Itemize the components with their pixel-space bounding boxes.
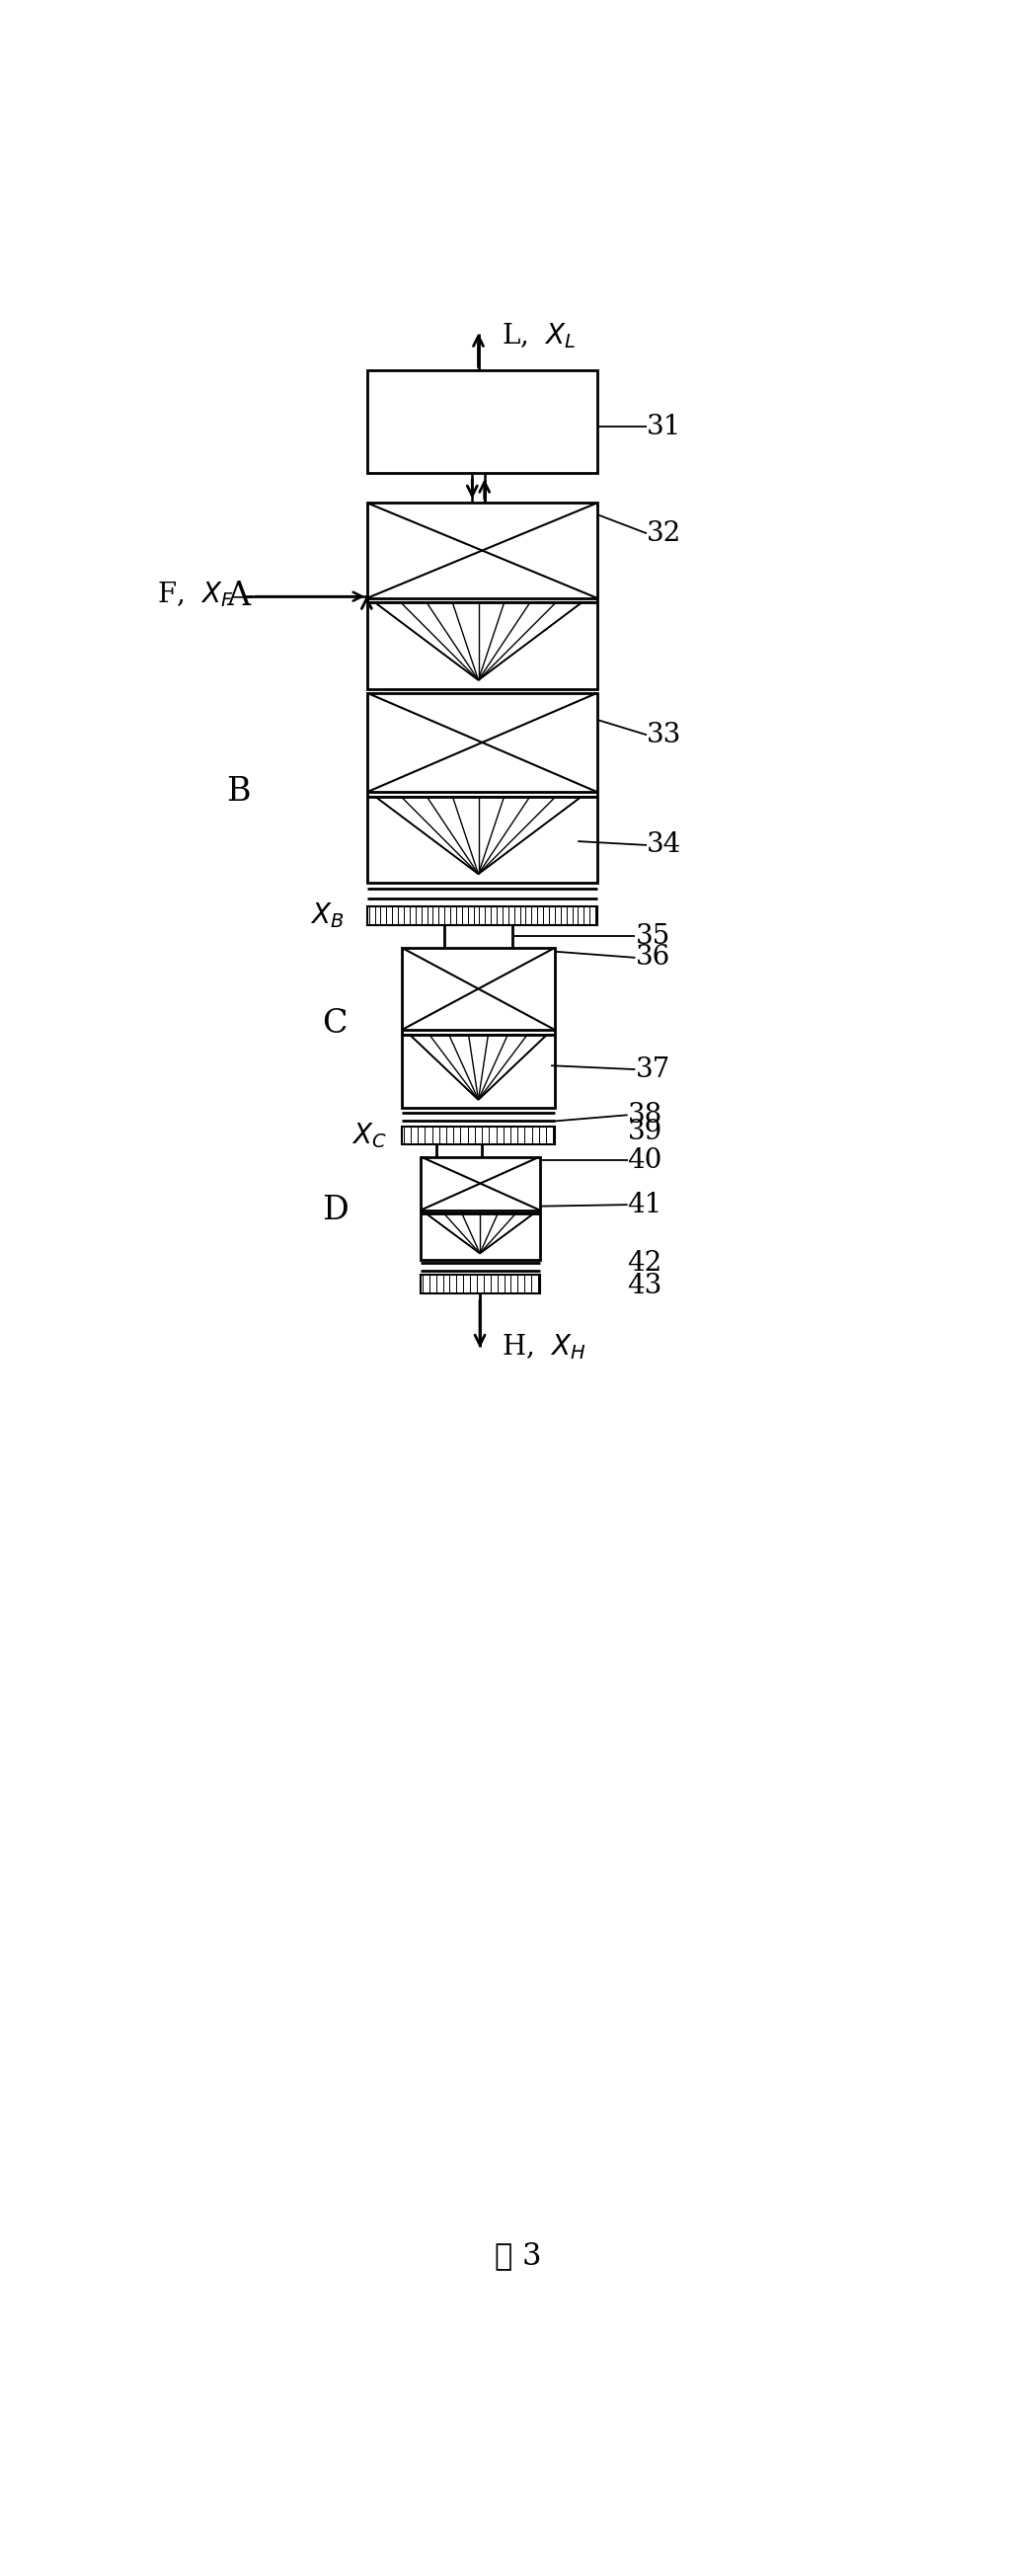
Text: $X_B$: $X_B$ — [310, 902, 345, 930]
Text: 32: 32 — [647, 520, 681, 546]
Text: L,  $X_L$: L, $X_L$ — [501, 322, 576, 350]
Text: 38: 38 — [628, 1103, 662, 1128]
Bar — [367, 907, 596, 925]
Text: 31: 31 — [647, 415, 681, 440]
Text: 图 3: 图 3 — [494, 2241, 542, 2269]
Bar — [367, 502, 596, 690]
Bar — [367, 371, 596, 471]
Text: D: D — [321, 1195, 348, 1226]
Text: 42: 42 — [628, 1249, 662, 1278]
Text: 35: 35 — [635, 922, 670, 951]
Bar — [401, 1126, 555, 1144]
Bar — [421, 1275, 540, 1293]
Text: 39: 39 — [628, 1118, 662, 1146]
Text: 40: 40 — [628, 1146, 662, 1175]
Text: 36: 36 — [635, 945, 670, 971]
Text: A: A — [225, 580, 250, 613]
Text: 34: 34 — [647, 832, 681, 858]
Text: B: B — [225, 775, 250, 809]
Text: 37: 37 — [635, 1056, 670, 1082]
Text: $X_C$: $X_C$ — [351, 1121, 386, 1151]
Text: C: C — [321, 1007, 347, 1041]
Text: 43: 43 — [628, 1273, 662, 1298]
Text: F,  $X_F$: F, $X_F$ — [157, 580, 235, 611]
Text: H,  $X_H$: H, $X_H$ — [501, 1332, 586, 1363]
Bar — [367, 693, 596, 884]
Text: 33: 33 — [647, 721, 681, 747]
Bar — [421, 1157, 540, 1260]
Bar — [401, 948, 555, 1108]
Text: 41: 41 — [628, 1190, 662, 1218]
